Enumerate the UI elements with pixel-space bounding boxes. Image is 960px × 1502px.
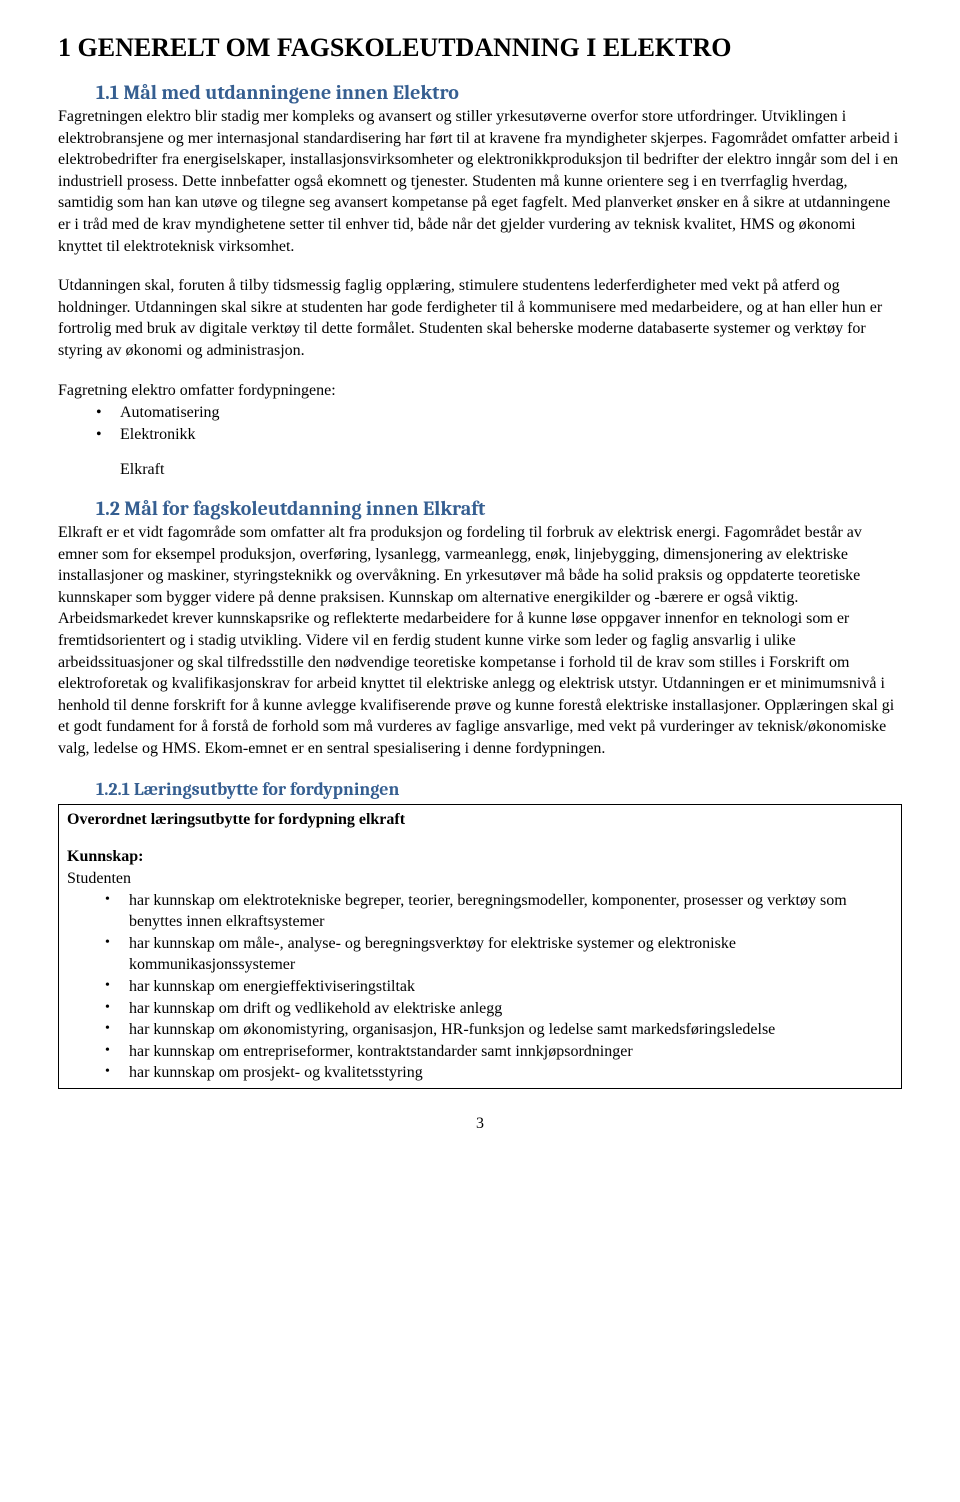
heading-1-1: 1.1 Mål med utdanningene innen Elektro — [96, 79, 902, 106]
heading-1: 1 GENERELT OM FAGSKOLEUTDANNING I ELEKTR… — [58, 30, 902, 65]
list-item: har kunnskap om drift og vedlikehold av … — [105, 998, 893, 1020]
paragraph-1-1-b: Utdanningen skal, foruten å tilby tidsme… — [58, 275, 902, 361]
kunnskap-list: har kunnskap om elektrotekniske begreper… — [105, 890, 893, 1084]
list-item-elkraft: Elkraft — [120, 459, 902, 481]
list-intro: Fagretning elektro omfatter fordypningen… — [58, 380, 902, 402]
list-item: Elektronikk — [96, 424, 902, 446]
box-sublabel: Studenten — [67, 868, 893, 890]
learning-outcome-box: Overordnet læringsutbytte for fordypning… — [58, 804, 902, 1089]
list-item: har kunnskap om elektrotekniske begreper… — [105, 890, 893, 933]
box-title: Overordnet læringsutbytte for fordypning… — [67, 809, 893, 831]
box-subtitle: Kunnskap: — [67, 846, 893, 868]
fordypning-list: Automatisering Elektronikk — [96, 402, 902, 445]
heading-1-2-1: 1.2.1 Læringsutbytte for fordypningen — [96, 778, 902, 802]
list-item: Automatisering — [96, 402, 902, 424]
list-item: har kunnskap om entrepriseformer, kontra… — [105, 1041, 893, 1063]
paragraph-1-1-a: Fagretningen elektro blir stadig mer kom… — [58, 106, 902, 257]
list-item: har kunnskap om måle-, analyse- og bereg… — [105, 933, 893, 976]
heading-1-2: 1.2 Mål for fagskoleutdanning innen Elkr… — [96, 495, 902, 522]
paragraph-1-2: Elkraft er et vidt fagområde som omfatte… — [58, 522, 902, 760]
list-item: har kunnskap om økonomistyring, organisa… — [105, 1019, 893, 1041]
page-number: 3 — [58, 1113, 902, 1135]
list-item: har kunnskap om prosjekt- og kvalitetsst… — [105, 1062, 893, 1084]
list-item: har kunnskap om energieffektiviseringsti… — [105, 976, 893, 998]
